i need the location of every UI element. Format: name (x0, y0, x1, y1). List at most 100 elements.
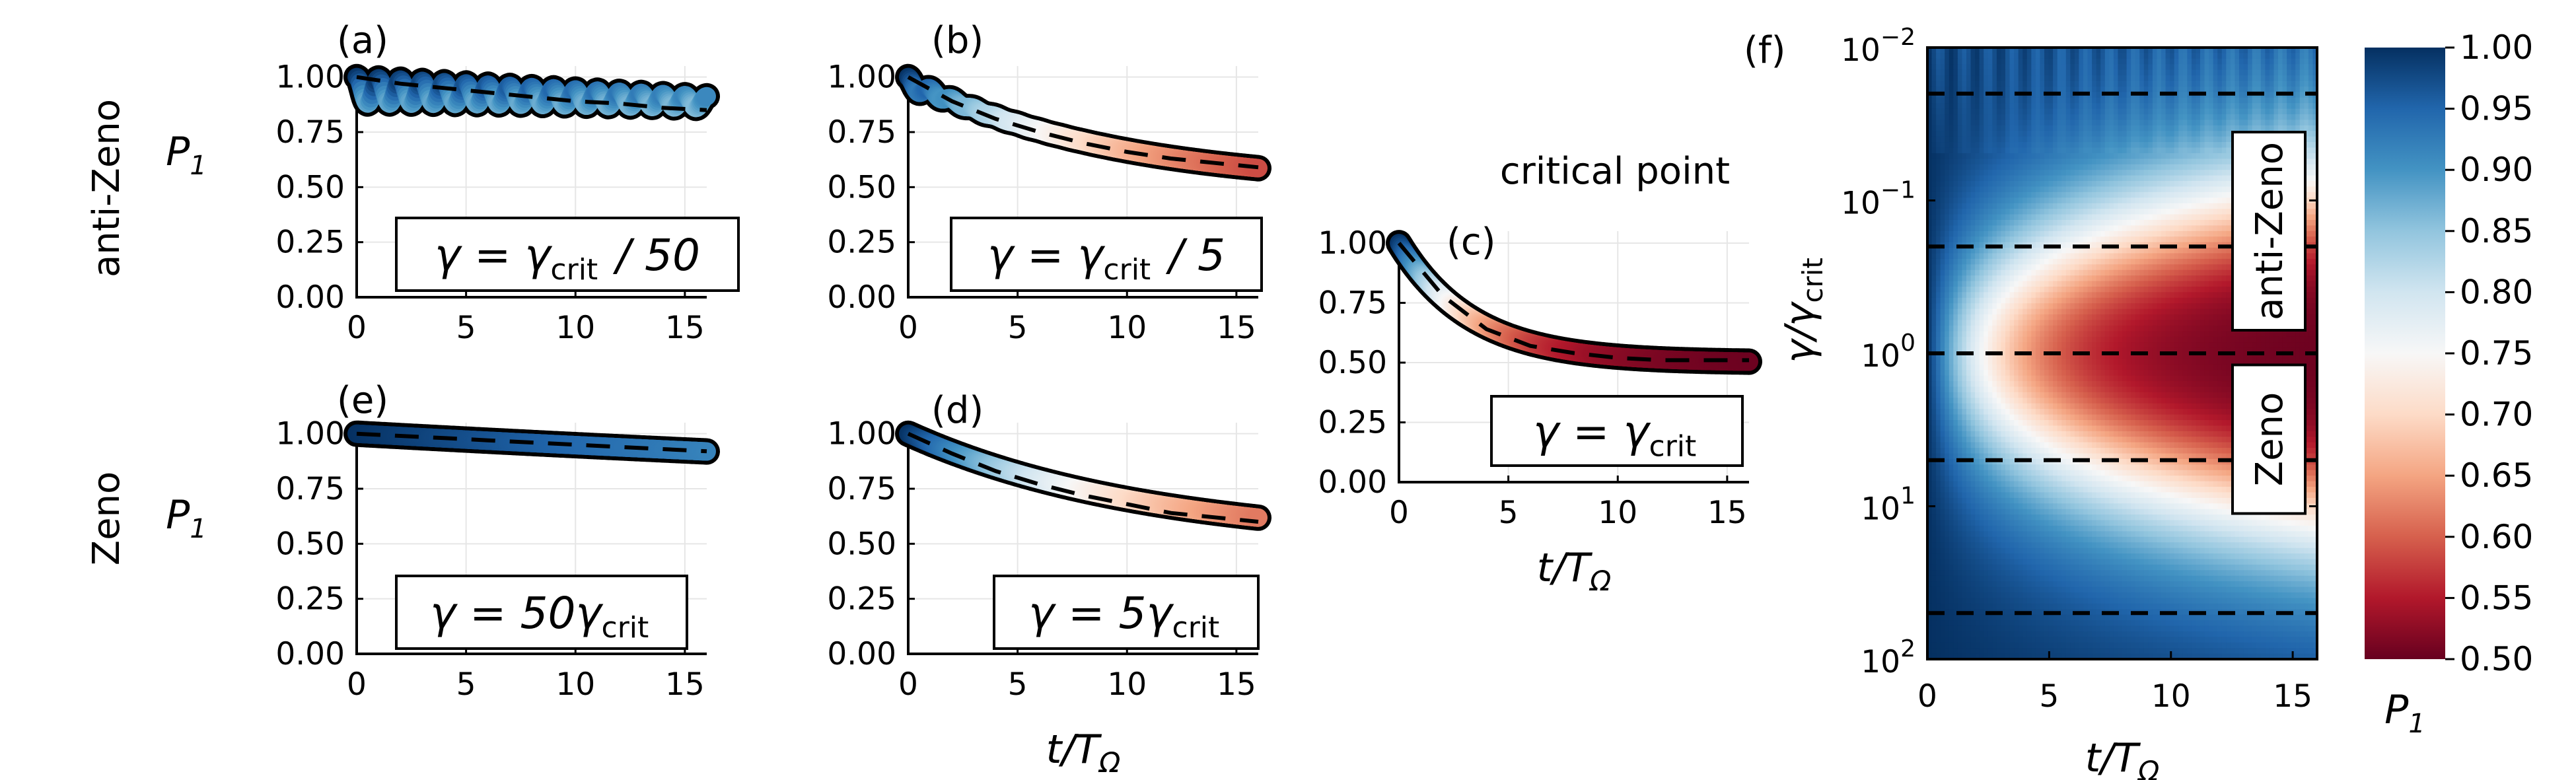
heatmap-cell (2053, 203, 2058, 209)
heatmap-cell (2226, 175, 2231, 182)
heatmap-cell (2200, 108, 2205, 115)
heatmap-cell (2178, 69, 2184, 76)
heatmap-cell (2304, 69, 2309, 76)
heatmap-cell (1927, 181, 1933, 188)
heatmap-cell (2204, 175, 2209, 182)
heatmap-cell (2291, 103, 2296, 110)
heatmap-cell (2178, 48, 2184, 54)
heatmap-cell (2001, 125, 2006, 131)
heatmap-cell (1945, 242, 1950, 248)
heatmap-cell (2170, 192, 2175, 198)
heatmap-cell (2057, 120, 2062, 126)
heatmap-cell (2087, 214, 2093, 221)
heatmap-cell (2026, 159, 2032, 165)
heatmap-cell (2273, 69, 2279, 76)
heatmap-cell (2213, 131, 2218, 137)
heatmap-cell (1949, 192, 1954, 198)
heatmap-cell (2196, 197, 2201, 204)
heatmap-cell (2204, 53, 2209, 59)
heatmap-cell (2031, 103, 2036, 110)
heatmap-cell (2018, 120, 2023, 126)
heatmap-cell (2014, 230, 2019, 237)
heatmap-cell (2235, 120, 2240, 126)
heatmap-cell (2226, 120, 2231, 126)
heatmap-cell (2014, 197, 2019, 204)
heatmap-cell (2226, 81, 2231, 87)
heatmap-cell (2256, 103, 2262, 110)
heatmap-cell (2170, 108, 2175, 115)
heatmap-cell (2014, 136, 2019, 143)
heatmap-cell (2118, 242, 2123, 248)
heatmap-cell (2109, 181, 2114, 188)
heatmap-cell (2104, 97, 2110, 104)
heatmap-cell (1936, 230, 1941, 237)
heatmap-cell (2174, 86, 2179, 92)
heatmap-cell (1953, 75, 1958, 82)
heatmap-cell (2157, 170, 2162, 176)
heatmap-cell (2014, 114, 2019, 121)
heatmap-cell (2118, 97, 2123, 104)
heatmap-cell (2170, 147, 2175, 154)
heatmap-cell (2282, 120, 2287, 126)
heatmap-cell (2061, 64, 2067, 71)
heatmap-cell (2035, 108, 2041, 115)
heatmap-cell (2152, 120, 2158, 126)
heatmap-cell (2278, 58, 2283, 65)
heatmap-cell (2005, 75, 2011, 82)
heatmap-cell (2213, 203, 2218, 209)
heatmap-cell (2074, 136, 2080, 143)
heatmap-cell (2200, 153, 2205, 159)
heatmap-cell (2087, 86, 2093, 92)
heatmap-cell (2057, 186, 2062, 193)
heatmap-cell (2213, 53, 2218, 59)
heatmap-cell (2031, 53, 2036, 59)
heatmap-cell (2096, 219, 2101, 226)
heatmap-cell (2174, 53, 2179, 59)
heatmap-cell (2018, 203, 2023, 209)
heatmap-cell (2057, 159, 2062, 165)
heatmap-cell (2035, 147, 2041, 154)
heatmap-cell (2070, 120, 2075, 126)
heatmap-cell (2031, 181, 2036, 188)
heatmap-cell (2040, 81, 2045, 87)
heatmap-cell (2018, 214, 2023, 221)
heatmap-cell (2235, 103, 2240, 110)
heatmap-cell (2269, 53, 2275, 59)
heatmap-cell (2057, 48, 2062, 54)
heatmap-cell (2104, 192, 2110, 198)
heatmap-cell (2040, 142, 2045, 149)
heatmap-cell (2157, 175, 2162, 182)
heatmap-cell (2044, 69, 2050, 76)
heatmap-cell (2113, 97, 2119, 104)
heatmap-cell (2079, 86, 2084, 92)
heatmap-cell (2143, 103, 2149, 110)
heatmap-cell (2057, 209, 2062, 215)
heatmap-cell (1953, 58, 1958, 65)
heatmap-cell (2221, 175, 2227, 182)
heatmap-cell (2018, 192, 2023, 198)
heatmap-cell (1957, 125, 1963, 131)
heatmap-cell (2148, 131, 2153, 137)
heatmap-cell (1940, 53, 1945, 59)
heatmap-cell (2026, 175, 2032, 182)
heatmap-cell (1940, 48, 1945, 54)
heatmap-cell (2200, 48, 2205, 54)
heatmap-cell (2243, 86, 2248, 92)
heatmap-cell (2040, 170, 2045, 176)
heatmap-cell (2001, 75, 2006, 82)
heatmap-cell (2204, 92, 2209, 98)
heatmap-cell (2135, 53, 2140, 59)
heatmap-cell (2044, 142, 2050, 149)
heatmap-cell (1975, 86, 1980, 92)
heatmap-cell (2122, 97, 2128, 104)
panel-letter-b: (b) (931, 19, 984, 62)
heatmap-cell (2161, 153, 2166, 159)
heatmap-cell (1953, 219, 1958, 226)
heatmap-cell (2096, 64, 2101, 71)
heatmap-cell (1927, 69, 1933, 76)
heatmap-cell (2126, 136, 2131, 143)
heatmap-cell (1931, 181, 1937, 188)
heatmap-cell (1940, 69, 1945, 76)
heatmap-cell (2053, 192, 2058, 198)
heatmap-cell (2139, 97, 2145, 104)
